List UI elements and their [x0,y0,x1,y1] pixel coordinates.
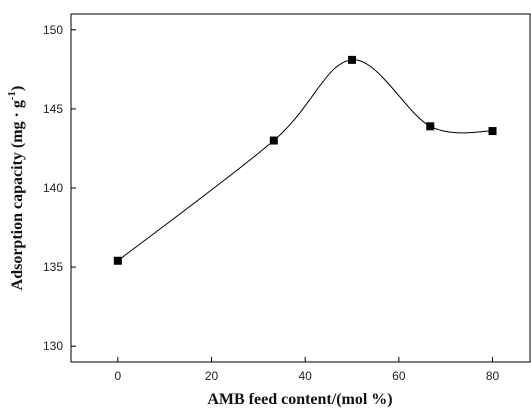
y-tick-label: 150 [43,23,63,37]
x-tick-label: 80 [486,369,500,383]
x-tick-label: 60 [392,369,406,383]
data-point [113,256,122,265]
data-point [426,122,435,131]
y-tick-label: 130 [43,339,63,353]
x-tick-label: 40 [299,369,313,383]
y-tick-label: 135 [43,260,63,274]
y-label-end: ) [9,86,26,91]
plot-frame [70,13,531,363]
y-tick-label: 140 [43,181,63,195]
x-axis-label: AMB feed content/(mol %) [207,391,392,408]
series-line [117,59,493,262]
y-label-text: Adsorption capacity (mg · g [9,100,26,290]
y-axis-label: Adsorption capacity (mg · g-1) [6,86,26,291]
x-tick-label: 0 [114,369,121,383]
data-point [269,136,278,145]
x-tick-label: 20 [205,369,219,383]
y-label-sup: -1 [6,91,18,100]
data-point [488,127,497,136]
data-point [348,55,357,64]
y-tick-label: 145 [43,102,63,116]
